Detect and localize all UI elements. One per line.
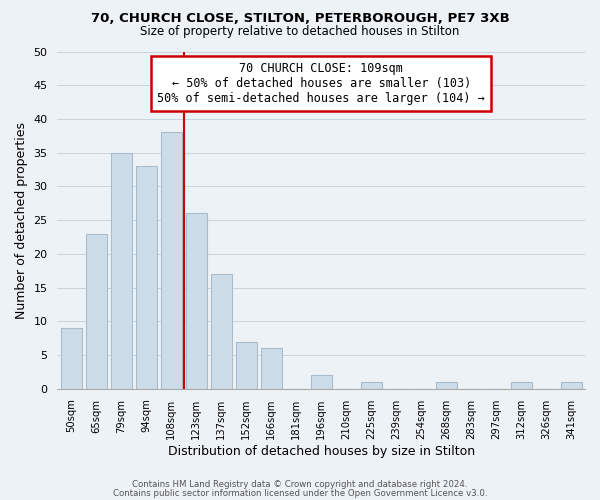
Bar: [560, 382, 582, 389]
Y-axis label: Number of detached properties: Number of detached properties: [15, 122, 28, 318]
Bar: [61, 328, 82, 389]
Bar: [311, 376, 332, 389]
Text: 70 CHURCH CLOSE: 109sqm
← 50% of detached houses are smaller (103)
50% of semi-d: 70 CHURCH CLOSE: 109sqm ← 50% of detache…: [157, 62, 485, 104]
Bar: [436, 382, 457, 389]
Bar: [211, 274, 232, 389]
Bar: [511, 382, 532, 389]
Bar: [86, 234, 107, 389]
Text: Contains HM Land Registry data © Crown copyright and database right 2024.: Contains HM Land Registry data © Crown c…: [132, 480, 468, 489]
Text: Size of property relative to detached houses in Stilton: Size of property relative to detached ho…: [140, 25, 460, 38]
Bar: [236, 342, 257, 389]
Text: Contains public sector information licensed under the Open Government Licence v3: Contains public sector information licen…: [113, 489, 487, 498]
Bar: [110, 152, 132, 389]
Bar: [161, 132, 182, 389]
Bar: [185, 214, 207, 389]
Bar: [136, 166, 157, 389]
Text: 70, CHURCH CLOSE, STILTON, PETERBOROUGH, PE7 3XB: 70, CHURCH CLOSE, STILTON, PETERBOROUGH,…: [91, 12, 509, 26]
X-axis label: Distribution of detached houses by size in Stilton: Distribution of detached houses by size …: [167, 444, 475, 458]
Bar: [361, 382, 382, 389]
Bar: [260, 348, 282, 389]
